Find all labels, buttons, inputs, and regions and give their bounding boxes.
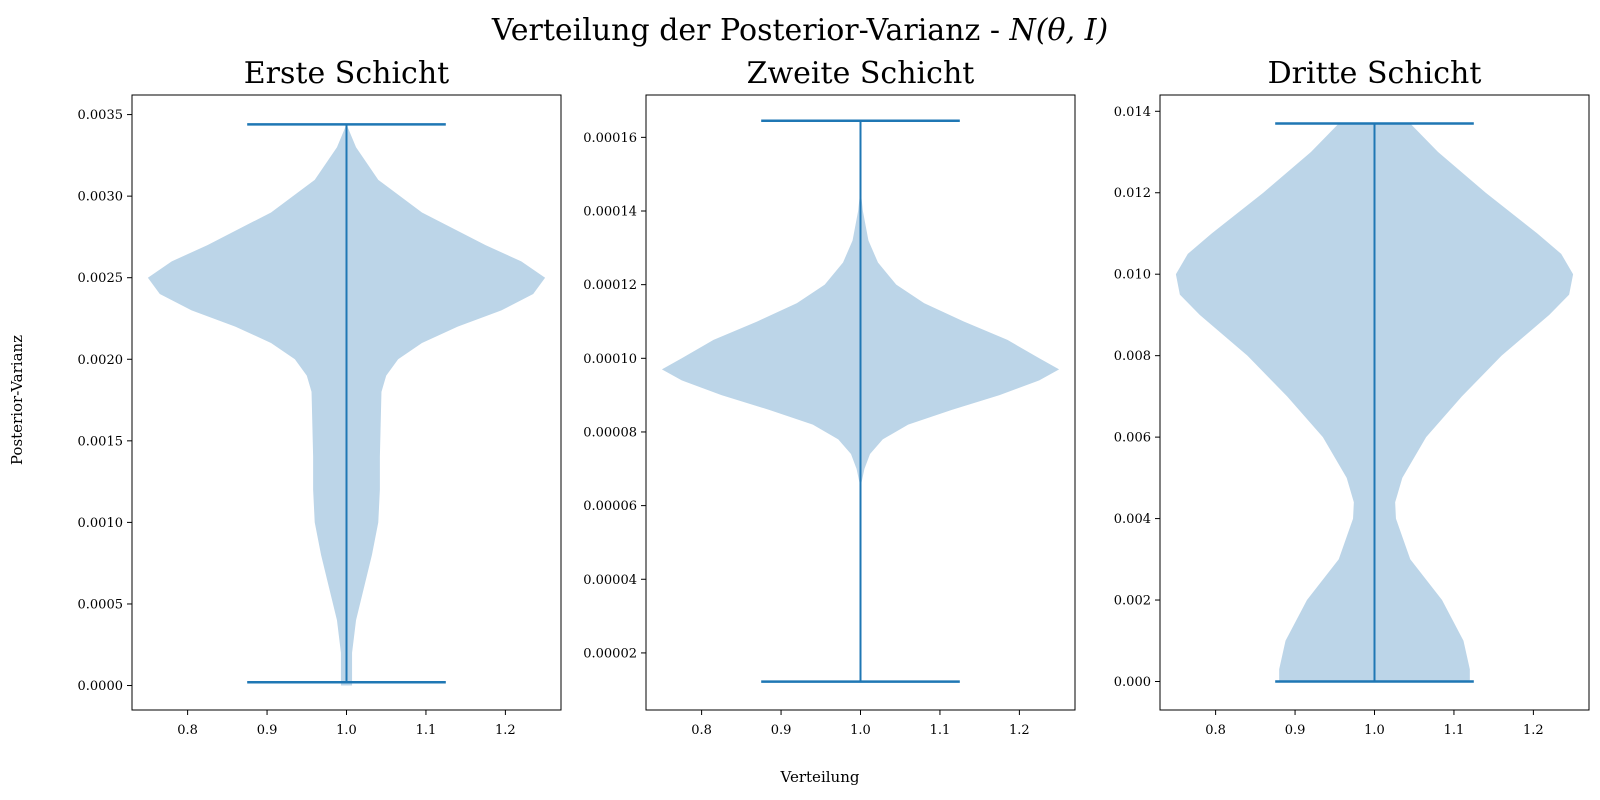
x-tick-label: 1.0 (1364, 723, 1385, 738)
x-tick-label: 1.1 (1444, 723, 1465, 738)
x-axis-label: Verteilung (780, 768, 860, 786)
y-tick-label: 0.0010 (78, 516, 124, 531)
y-tick-label: 0.008 (1114, 349, 1151, 364)
x-tick-label: 0.8 (177, 723, 198, 738)
y-tick-label: 0.00004 (583, 573, 637, 588)
y-tick-label: 0.010 (1114, 268, 1151, 283)
y-tick-label: 0.00012 (583, 278, 637, 293)
y-tick-label: 0.0035 (78, 108, 124, 123)
y-tick-label: 0.0015 (78, 434, 124, 449)
x-tick-label: 1.0 (850, 723, 871, 738)
figure-title-math: N(θ, I) (1009, 13, 1109, 48)
y-tick-label: 0.00014 (583, 205, 637, 220)
x-tick-label: 0.8 (691, 723, 712, 738)
x-tick-label: 1.1 (930, 723, 951, 738)
y-tick-label: 0.012 (1114, 186, 1151, 201)
y-tick-label: 0.0005 (78, 597, 124, 612)
x-tick-label: 0.9 (771, 723, 792, 738)
x-tick-label: 1.1 (416, 723, 437, 738)
x-tick-label: 0.9 (1285, 723, 1306, 738)
y-tick-label: 0.00002 (583, 646, 637, 661)
y-tick-label: 0.00016 (583, 131, 637, 146)
x-tick-label: 1.2 (1009, 723, 1030, 738)
y-tick-label: 0.00006 (583, 499, 637, 514)
y-tick-label: 0.00008 (583, 425, 637, 440)
subplot-title: Erste Schicht (244, 56, 449, 91)
x-tick-label: 0.9 (257, 723, 278, 738)
y-tick-label: 0.0030 (78, 190, 124, 205)
x-tick-label: 1.0 (336, 723, 357, 738)
y-tick-label: 0.004 (1114, 512, 1151, 527)
x-tick-label: 1.2 (1523, 723, 1544, 738)
y-tick-label: 0.0020 (78, 353, 124, 368)
x-tick-label: 0.8 (1205, 723, 1226, 738)
subplot-1: Erste Schicht 0.8 0.9 1.0 1.1 1.2 0.0000 0.0005… (78, 56, 562, 738)
subplot-title: Zweite Schicht (747, 56, 975, 91)
y-tick-label: 0.000 (1114, 675, 1151, 690)
y-tick-label: 0.006 (1114, 431, 1151, 446)
y-tick-label: 0.0000 (78, 679, 124, 694)
x-tick-label: 1.2 (495, 723, 516, 738)
y-tick-label: 0.002 (1114, 594, 1151, 609)
y-tick-label: 0.00010 (583, 352, 637, 367)
subplot-3: Dritte Schicht 0.8 0.9 1.0 1.1 1.2 0.000 0.002 0… (1114, 56, 1590, 738)
subplot-title: Dritte Schicht (1268, 56, 1482, 91)
y-tick-label: 0.0025 (78, 271, 124, 286)
y-tick-label: 0.014 (1114, 105, 1151, 120)
figure-title: Verteilung der Posterior-Varianz - N(θ, … (491, 13, 1108, 48)
subplot-2: Zweite Schicht 0.8 0.9 1.0 1.1 1.2 0.00002 0.00… (583, 56, 1076, 738)
subplots: Erste Schicht 0.8 0.9 1.0 1.1 1.2 0.0000 0.0005… (78, 56, 1590, 738)
y-axis-label: Posterior-Varianz (8, 335, 26, 465)
